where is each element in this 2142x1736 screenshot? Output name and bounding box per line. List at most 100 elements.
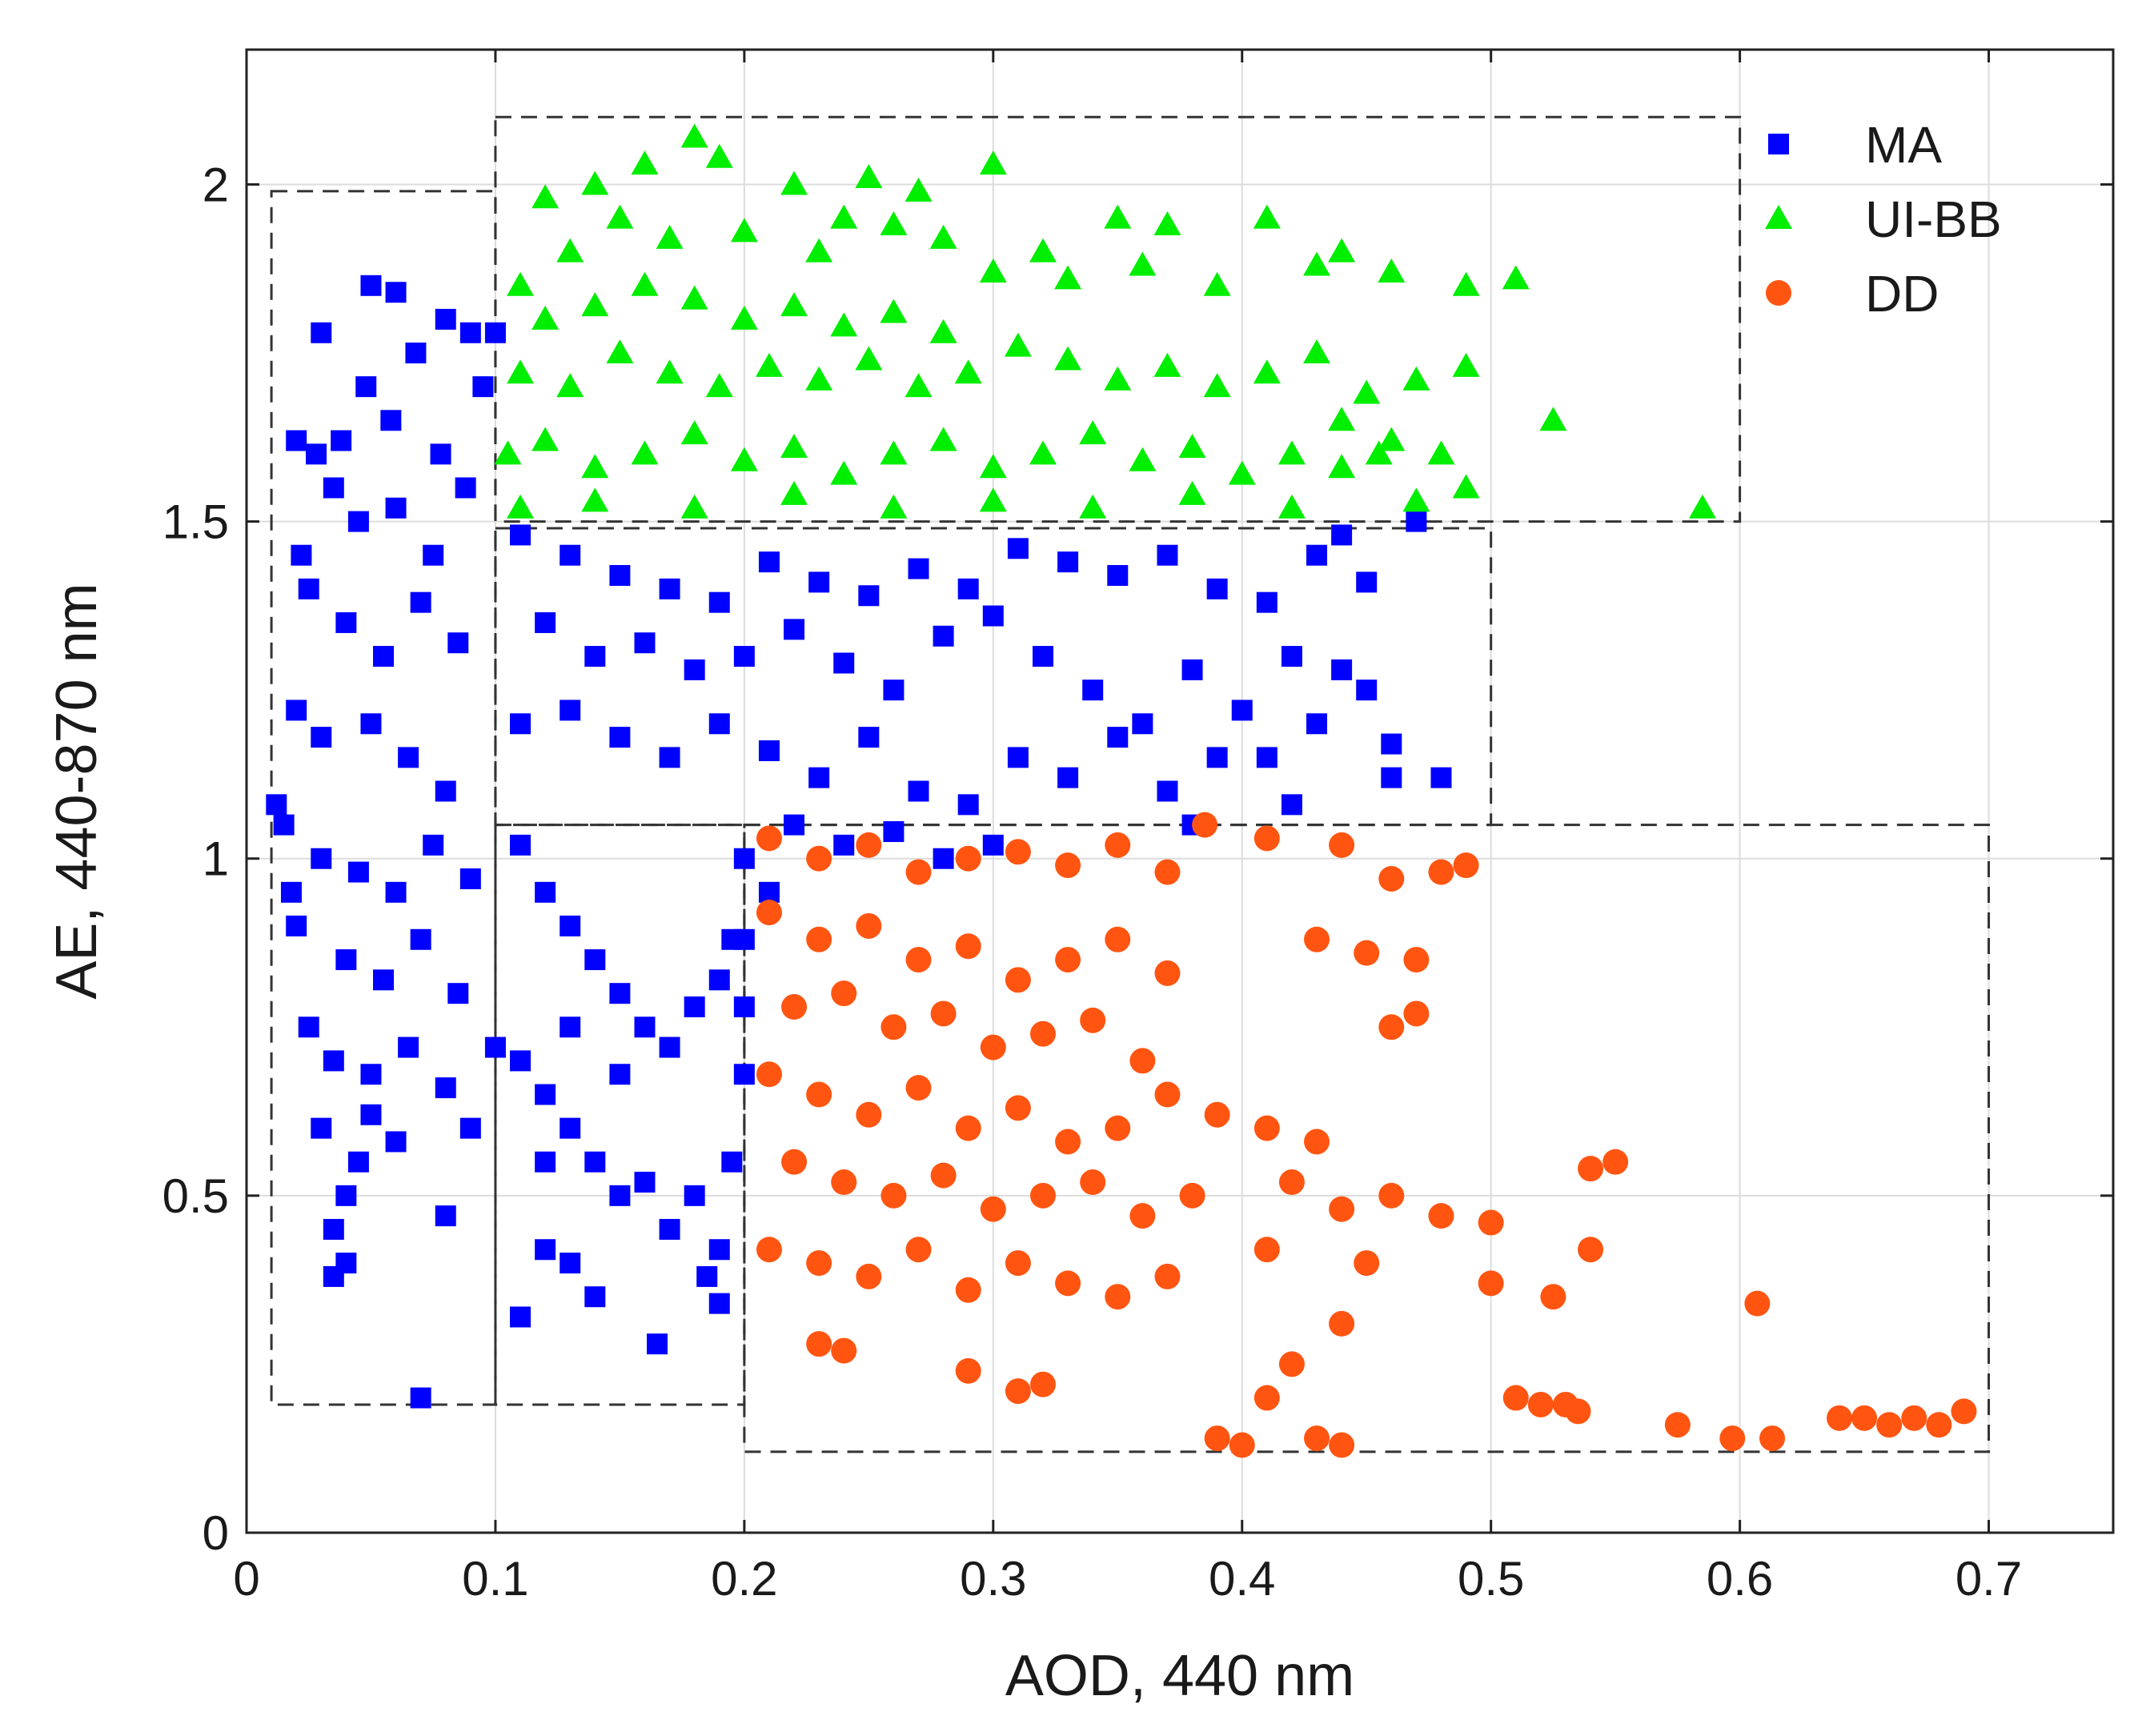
point-dd bbox=[856, 1263, 882, 1289]
point-ma bbox=[708, 1293, 730, 1314]
point-dd bbox=[955, 933, 981, 960]
point-ma bbox=[510, 713, 531, 735]
point-ui-bb bbox=[1502, 265, 1530, 290]
point-ma bbox=[560, 1016, 581, 1038]
point-dd bbox=[831, 1169, 857, 1196]
point-dd bbox=[831, 1337, 857, 1364]
point-ma bbox=[385, 1131, 407, 1153]
point-dd bbox=[1304, 1129, 1330, 1155]
point-ma bbox=[560, 544, 581, 566]
region-box bbox=[494, 527, 1493, 827]
point-ui-bb bbox=[730, 305, 758, 330]
point-dd bbox=[1329, 832, 1355, 858]
point-ui-bb bbox=[880, 299, 908, 323]
x-tick-label: 0.6 bbox=[1707, 1552, 1773, 1606]
legend-marker-ui-bb bbox=[1765, 205, 1792, 229]
point-ma bbox=[311, 322, 332, 343]
point-dd bbox=[1378, 1014, 1405, 1040]
point-ma bbox=[1057, 551, 1079, 573]
point-ui-bb bbox=[1452, 474, 1480, 499]
point-dd bbox=[1428, 859, 1454, 885]
point-ui-bb bbox=[606, 204, 634, 229]
point-ma bbox=[982, 834, 1004, 856]
point-ma bbox=[584, 1151, 606, 1173]
point-ma bbox=[908, 558, 929, 579]
point-ui-bb bbox=[1278, 440, 1306, 465]
point-ma bbox=[355, 376, 377, 398]
point-ma bbox=[1057, 767, 1079, 788]
point-ma bbox=[423, 834, 444, 856]
point-dd bbox=[1759, 1425, 1786, 1452]
point-ma bbox=[347, 1151, 369, 1173]
point-dd bbox=[905, 947, 932, 973]
point-ui-bb bbox=[1303, 251, 1331, 276]
point-ma bbox=[957, 794, 979, 816]
point-dd bbox=[1005, 1095, 1031, 1121]
point-ui-bb bbox=[531, 427, 560, 451]
point-ma bbox=[398, 747, 419, 768]
point-ui-bb bbox=[1203, 373, 1231, 398]
point-ma bbox=[684, 996, 705, 1018]
point-ui-bb bbox=[929, 319, 957, 343]
point-ma bbox=[1007, 747, 1029, 768]
point-ui-bb bbox=[1079, 420, 1107, 445]
point-dd bbox=[1851, 1405, 1878, 1431]
plot-frame bbox=[245, 48, 2115, 1534]
point-ui-bb bbox=[680, 420, 708, 445]
point-ui-bb bbox=[631, 150, 659, 175]
point-ma bbox=[535, 881, 556, 903]
point-ui-bb bbox=[1054, 346, 1082, 371]
point-ma bbox=[609, 564, 631, 586]
point-ui-bb bbox=[507, 359, 535, 384]
point-ma bbox=[323, 1265, 344, 1287]
point-ui-bb bbox=[830, 312, 858, 337]
point-dd bbox=[1080, 1169, 1106, 1196]
point-dd bbox=[806, 926, 832, 952]
point-ma bbox=[298, 1016, 319, 1038]
point-ma bbox=[360, 1064, 382, 1085]
point-dd bbox=[1304, 1425, 1330, 1452]
point-ma bbox=[982, 605, 1004, 627]
point-ui-bb bbox=[705, 143, 733, 168]
point-ui-bb bbox=[979, 487, 1007, 512]
x-tick-label: 0.1 bbox=[462, 1552, 528, 1606]
point-ma bbox=[510, 524, 531, 546]
point-ui-bb bbox=[1427, 440, 1455, 465]
point-ui-bb bbox=[1378, 258, 1406, 283]
point-ui-bb bbox=[1402, 487, 1430, 512]
point-ma bbox=[1356, 680, 1378, 701]
point-ma bbox=[721, 1151, 743, 1173]
point-ma bbox=[286, 700, 307, 721]
point-ma bbox=[435, 1205, 456, 1227]
point-ma bbox=[659, 1036, 680, 1058]
point-ma bbox=[484, 1036, 506, 1058]
point-ui-bb bbox=[780, 292, 808, 317]
point-ma bbox=[1306, 544, 1328, 566]
point-ma bbox=[331, 430, 352, 451]
point-ui-bb bbox=[855, 346, 883, 371]
point-dd bbox=[1403, 1000, 1430, 1027]
point-ma bbox=[347, 861, 369, 883]
point-ma bbox=[1157, 780, 1178, 802]
point-ui-bb bbox=[1378, 427, 1406, 451]
point-ui-bb bbox=[680, 285, 708, 310]
point-ma bbox=[560, 915, 581, 936]
point-dd bbox=[1901, 1405, 1927, 1431]
series-dd-group bbox=[756, 812, 1977, 1458]
point-ui-bb bbox=[1688, 494, 1716, 519]
point-ma bbox=[472, 376, 494, 398]
point-ma bbox=[360, 1104, 382, 1125]
point-ma bbox=[733, 646, 755, 668]
point-dd bbox=[1278, 1169, 1305, 1196]
point-ui-bb bbox=[1402, 366, 1430, 391]
point-ma bbox=[535, 1084, 556, 1105]
point-ui-bb bbox=[1129, 447, 1157, 471]
point-ui-bb bbox=[805, 366, 833, 391]
point-ma bbox=[696, 1265, 718, 1287]
point-ma bbox=[347, 511, 369, 532]
point-ma bbox=[883, 680, 905, 701]
point-ma bbox=[584, 949, 606, 971]
point-ma bbox=[634, 1172, 656, 1193]
point-dd bbox=[1602, 1149, 1629, 1175]
point-ma bbox=[1107, 727, 1129, 748]
